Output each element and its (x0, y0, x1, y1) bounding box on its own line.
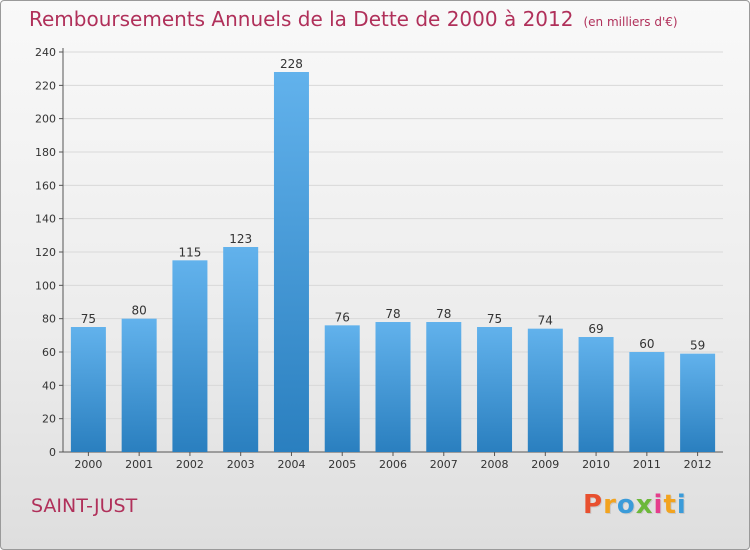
x-tick-label: 2003 (227, 458, 255, 471)
title-text: Remboursements Annuels de la Dette de 20… (29, 7, 574, 31)
bar-2006 (375, 322, 411, 452)
y-tick-label: 100 (35, 279, 56, 292)
bar-2004 (273, 72, 309, 452)
bar-2009 (527, 328, 563, 452)
data-label: 59 (690, 339, 705, 353)
x-tick-label: 2010 (582, 458, 610, 471)
x-tick-label: 2001 (125, 458, 153, 471)
x-tick-label: 2006 (379, 458, 407, 471)
x-tick-label: 2004 (277, 458, 305, 471)
logo-letter: r (603, 490, 617, 520)
x-tick-label: 2002 (176, 458, 204, 471)
data-label: 115 (178, 245, 201, 259)
x-tick-label: 2008 (481, 458, 509, 471)
y-tick-label: 220 (35, 79, 56, 92)
x-tick-label: 2000 (74, 458, 102, 471)
logo-letter: P (583, 490, 604, 520)
data-label: 76 (335, 310, 350, 324)
logo-letter: i (676, 490, 687, 520)
x-tick-label: 2009 (531, 458, 559, 471)
commune-name: SAINT-JUST (31, 495, 138, 517)
y-tick-label: 240 (35, 46, 56, 59)
logo-letter: i (653, 490, 664, 520)
data-label: 78 (385, 307, 400, 321)
unit-text: (en milliers d'€) (583, 15, 678, 29)
y-tick-label: 180 (35, 146, 56, 159)
data-label: 75 (487, 312, 502, 326)
y-tick-label: 80 (42, 313, 56, 326)
x-tick-label: 2011 (633, 458, 661, 471)
y-tick-label: 0 (49, 446, 56, 459)
logo-letter: o (616, 490, 636, 520)
data-label: 80 (132, 304, 147, 318)
data-label: 74 (538, 314, 553, 328)
data-label: 69 (588, 322, 603, 336)
logo-letter: t (663, 490, 677, 520)
y-tick-label: 140 (35, 213, 56, 226)
x-tick-label: 2007 (430, 458, 458, 471)
bar-2012 (680, 353, 716, 452)
y-tick-label: 40 (42, 379, 56, 392)
bar-2007 (426, 322, 462, 452)
logo-letter: x (635, 490, 654, 520)
bar-2010 (578, 337, 614, 452)
x-tick-label: 2005 (328, 458, 356, 471)
data-label: 123 (229, 232, 252, 246)
bar-2005 (324, 325, 360, 452)
chart-title: Remboursements Annuels de la Dette de 20… (29, 7, 678, 31)
y-tick-label: 160 (35, 179, 56, 192)
bar-2003 (223, 247, 259, 452)
y-tick-label: 60 (42, 346, 56, 359)
y-tick-label: 120 (35, 246, 56, 259)
y-tick-label: 200 (35, 113, 56, 126)
data-label: 60 (639, 337, 654, 351)
data-label: 75 (81, 312, 96, 326)
data-label: 228 (280, 57, 303, 71)
bar-2008 (477, 327, 513, 452)
proxiti-logo: Proxiti (583, 490, 687, 520)
bar-2000 (70, 327, 106, 452)
data-label: 78 (436, 307, 451, 321)
x-tick-label: 2012 (684, 458, 712, 471)
bar-2002 (172, 260, 208, 452)
bar-2001 (121, 318, 157, 452)
bar-2011 (629, 352, 665, 452)
y-tick-label: 20 (42, 413, 56, 426)
